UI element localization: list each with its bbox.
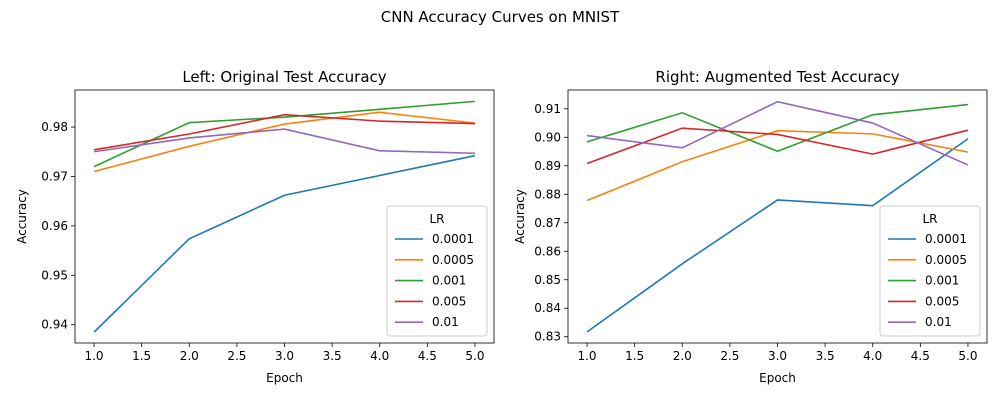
y-tick-label: 0.83 bbox=[534, 330, 561, 344]
x-tick-label: 2.0 bbox=[180, 349, 199, 363]
series-line-0.0005 bbox=[93, 111, 476, 173]
chart-title: Right: Augmented Test Accuracy bbox=[655, 68, 899, 86]
series-line-0.01 bbox=[93, 128, 475, 155]
series-line-0.0005 bbox=[586, 129, 969, 202]
x-tick-label: 2.0 bbox=[673, 349, 692, 363]
y-tick-label: 0.89 bbox=[534, 159, 561, 173]
legend: LR 0.0001 0.0005 0.001 0.005 0.01 bbox=[879, 205, 981, 337]
y-tick-label: 0.97 bbox=[41, 169, 68, 183]
legend-entry-label: 0.0005 bbox=[432, 253, 474, 267]
x-tick-label: 3.5 bbox=[816, 349, 835, 363]
legend: LR 0.0001 0.0005 0.001 0.005 0.01 bbox=[386, 205, 488, 337]
series-line-0.01 bbox=[586, 100, 969, 166]
y-tick-label: 0.98 bbox=[41, 120, 68, 134]
x-tick-label: 1.5 bbox=[625, 349, 644, 363]
y-axis-label: Accuracy bbox=[15, 189, 29, 244]
x-tick-label: 4.5 bbox=[418, 349, 437, 363]
y-tick-label: 0.88 bbox=[534, 187, 561, 201]
x-tick-label: 3.0 bbox=[768, 349, 787, 363]
series-line-0.005 bbox=[586, 127, 969, 165]
x-tick-label: 1.0 bbox=[84, 349, 103, 363]
x-tick-label: 2.5 bbox=[720, 349, 739, 363]
x-axis-label: Epoch bbox=[759, 371, 796, 385]
x-tick-label: 1.5 bbox=[132, 349, 151, 363]
y-tick-label: 0.91 bbox=[534, 102, 561, 116]
x-tick-label: 4.0 bbox=[370, 349, 389, 363]
legend-entry-label: 0.001 bbox=[432, 274, 466, 288]
legend-entry-label: 0.01 bbox=[432, 315, 459, 329]
legend-title: LR bbox=[922, 212, 937, 226]
y-tick-label: 0.87 bbox=[534, 216, 561, 230]
y-tick-label: 0.84 bbox=[534, 301, 561, 315]
x-tick-label: 2.5 bbox=[227, 349, 246, 363]
y-tick-label: 0.95 bbox=[41, 268, 68, 282]
x-tick-label: 3.5 bbox=[323, 349, 342, 363]
legend-entry-label: 0.0005 bbox=[925, 253, 967, 267]
x-tick-label: 4.0 bbox=[863, 349, 882, 363]
chart-left: Left: Original Test Accuracy 1.0 1.5 2.0 2.5… bbox=[15, 68, 495, 385]
x-tick-label: 3.0 bbox=[275, 349, 294, 363]
legend-entry-label: 0.001 bbox=[925, 274, 959, 288]
legend-entry-label: 0.005 bbox=[925, 294, 959, 308]
y-tick-label: 0.90 bbox=[534, 130, 561, 144]
series-line-0.0001 bbox=[93, 154, 476, 333]
chart-right: Right: Augmented Test Accuracy 1.0 1.5 2.0 2… bbox=[513, 68, 988, 385]
legend-entry-label: 0.01 bbox=[925, 315, 952, 329]
x-axis-label: Epoch bbox=[266, 371, 303, 385]
y-tick-label: 0.94 bbox=[41, 318, 68, 332]
legend-entry-label: 0.005 bbox=[432, 294, 466, 308]
y-axis-label: Accuracy bbox=[513, 189, 527, 244]
x-tick-label: 5.0 bbox=[958, 349, 977, 363]
series-line-0.001 bbox=[586, 103, 969, 153]
legend-entry-label: 0.0001 bbox=[432, 232, 474, 246]
y-tick-label: 0.85 bbox=[534, 273, 561, 287]
x-tick-label: 5.0 bbox=[465, 349, 484, 363]
series-line-0.0001 bbox=[586, 138, 969, 333]
legend-title: LR bbox=[429, 212, 444, 226]
x-tick-label: 4.5 bbox=[911, 349, 930, 363]
legend-entry-label: 0.0001 bbox=[925, 232, 967, 246]
series-line-0.005 bbox=[93, 113, 475, 151]
series-line-0.001 bbox=[93, 100, 476, 168]
figure-title: CNN Accuracy Curves on MNIST bbox=[381, 8, 620, 26]
chart-title: Left: Original Test Accuracy bbox=[182, 68, 386, 86]
y-tick-label: 0.86 bbox=[534, 244, 561, 258]
y-tick-label: 0.96 bbox=[41, 219, 68, 233]
x-tick-label: 1.0 bbox=[577, 349, 596, 363]
